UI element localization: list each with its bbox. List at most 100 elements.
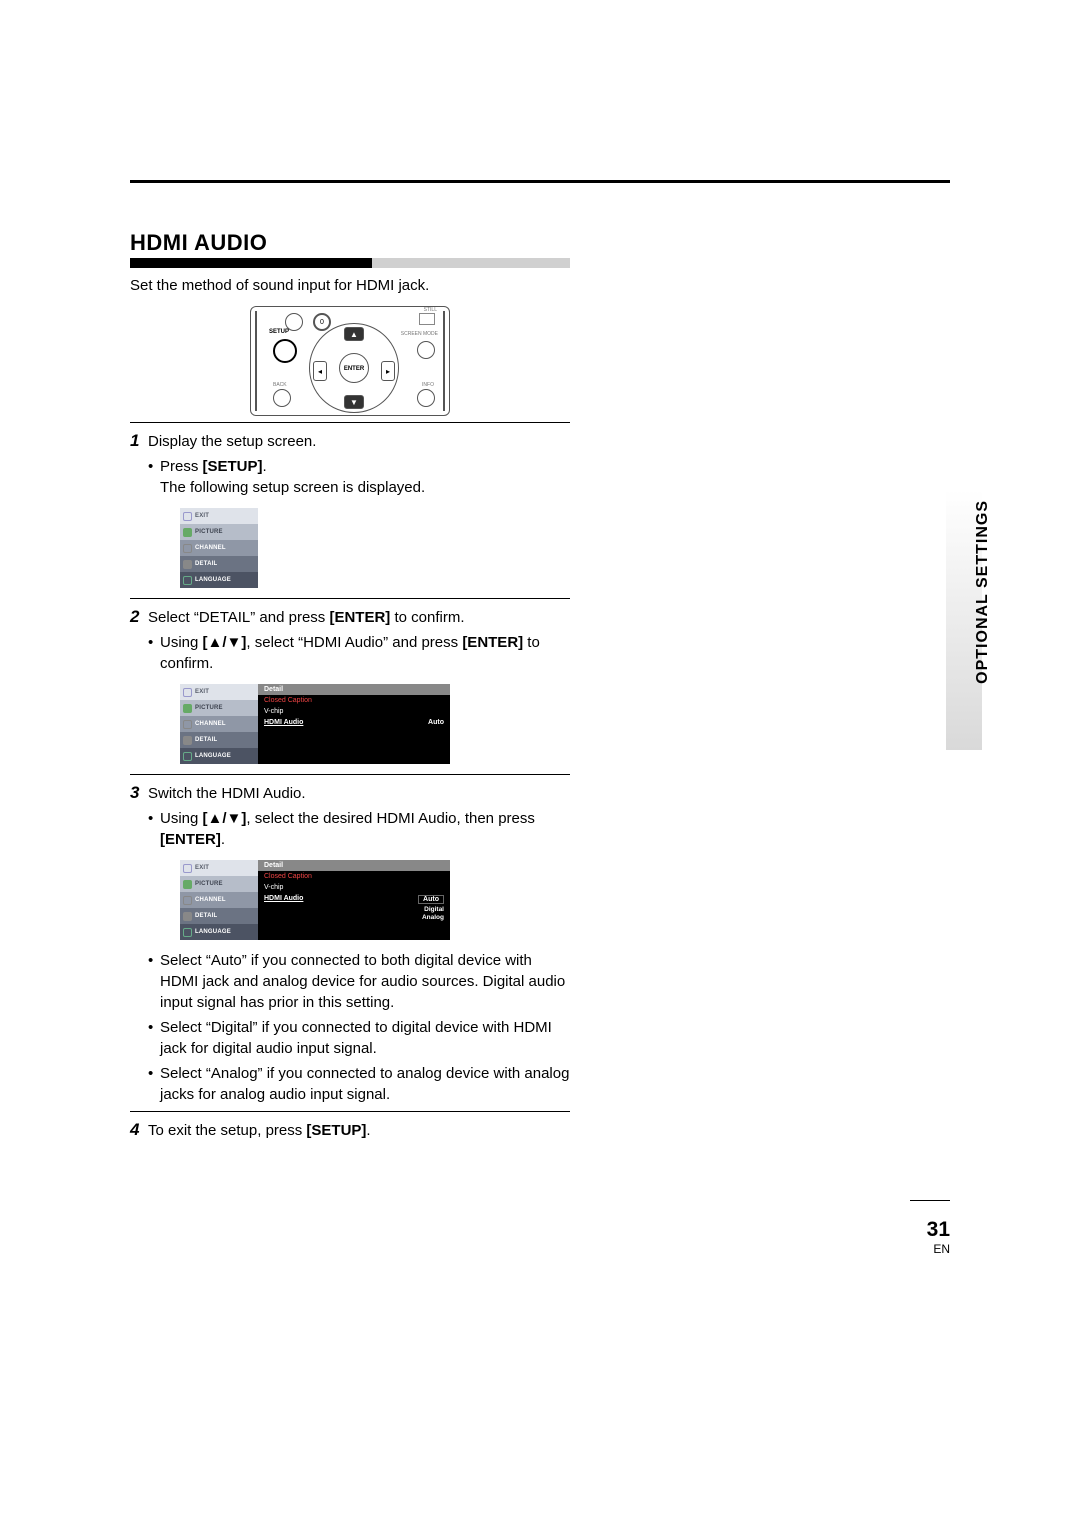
bold-text: [SETUP] [203,458,263,475]
detail-icon [183,912,192,921]
detail-row: V-chip [258,882,450,893]
step-text: Switch the HDMI Audio. [148,783,306,804]
text: Select “Analog” if you connected to anal… [160,1063,570,1105]
remote-button-icon [417,389,435,407]
page-number: 31 [910,1218,950,1242]
text: . [366,1122,370,1139]
bold-text: [ENTER] [160,831,221,848]
text: To exit the setup, press [148,1122,306,1139]
detail-header: Detail [258,684,450,695]
step-2-sub: • Using [▲/▼], select “HDMI Audio” and p… [148,632,570,674]
divider [130,774,570,775]
menu-item: LANGUAGE [180,924,258,940]
picture-icon [183,528,192,537]
exit-icon [183,688,192,697]
tv-icon [419,313,435,325]
menu-label: LANGUAGE [195,753,231,759]
page-number-block: 31 EN [910,1200,950,1256]
detail-row-highlight: HDMI AudioAuto [258,893,450,906]
setup-label: SETUP [269,329,289,335]
menu-label: PICTURE [195,529,223,535]
text: Select “DETAIL” and press [148,609,329,626]
menu-item: CHANNEL [180,540,258,556]
menu-item: CHANNEL [180,892,258,908]
step-number: 1 [130,431,148,452]
picture-icon [183,880,192,889]
menu-label: LANGUAGE [195,577,231,583]
remote-button-icon [417,341,435,359]
menu-item: PICTURE [180,876,258,892]
menu-label: HDMI Audio [264,719,303,726]
menu-label: CHANNEL [195,545,226,551]
bold-text: [ENTER] [462,634,523,651]
right-arrow-icon: ▸ [381,361,395,381]
menu-screenshot-1: EXIT PICTURE CHANNEL DETAIL LANGUAGE [180,508,258,588]
step-3-bullet-1: • Select “Auto” if you connected to both… [148,950,570,1013]
text: Press [160,458,203,475]
text: Select “Digital” if you connected to dig… [160,1017,570,1059]
menu-label: HDMI Audio [264,895,303,904]
option-item: Digital [424,906,444,913]
back-label: BACK [273,382,287,388]
menu-item: CHANNEL [180,716,258,732]
text: Using [160,634,203,651]
remote-button-icon [273,389,291,407]
menu-label: DETAIL [195,913,217,919]
detail-row: V-chip [258,706,450,717]
text: Select “Auto” if you connected to both d… [160,950,570,1013]
channel-icon [183,896,192,905]
remote-diagram: 0 STILL SETUP SCREEN MODE BACK INFO ENTE… [250,306,570,416]
divider [130,422,570,423]
menu-label: DETAIL [195,737,217,743]
step-1: 1 Display the setup screen. [130,431,570,452]
step-number: 4 [130,1120,148,1141]
menu-label: DETAIL [195,561,217,567]
side-section-label: OPTIONAL SETTINGS [974,500,992,684]
language-icon [183,752,192,761]
text: The following setup screen is displayed. [160,479,425,496]
menu-item: EXIT [180,860,258,876]
divider [130,1111,570,1112]
channel-icon [183,544,192,553]
section-title: HDMI AUDIO [130,230,570,258]
detail-icon [183,736,192,745]
step-number: 2 [130,607,148,628]
text: . [221,831,225,848]
menu-label: PICTURE [195,881,223,887]
menu-item-selected: DETAIL [180,908,258,924]
text: , select the desired HDMI Audio, then pr… [246,810,534,827]
detail-row-highlight: HDMI AudioAuto [258,717,450,728]
menu-screenshot-3: EXIT PICTURE CHANNEL DETAIL LANGUAGE Det… [180,860,450,940]
dpad-icon: ENTER ▲ ▼ ◂ ▸ [309,323,399,413]
page-lang: EN [910,1242,950,1256]
option-item: Analog [422,914,444,921]
text: to confirm. [390,609,464,626]
menu-item: EXIT [180,508,258,524]
info-label: INFO [422,382,434,388]
step-3: 3 Switch the HDMI Audio. [130,783,570,804]
bold-text: [▲/▼] [203,634,247,651]
divider [130,598,570,599]
up-arrow-icon: ▲ [344,327,364,341]
intro-text: Set the method of sound input for HDMI j… [130,276,570,296]
exit-icon [183,512,192,521]
detail-row: Closed Caption [258,695,450,706]
text: . [263,458,267,475]
bold-text: [▲/▼] [203,810,247,827]
menu-label: PICTURE [195,705,223,711]
step-2: 2 Select “DETAIL” and press [ENTER] to c… [130,607,570,628]
menu-item: EXIT [180,684,258,700]
menu-label: V-chip [264,708,283,715]
language-icon [183,576,192,585]
page-content: HDMI AUDIO Set the method of sound input… [130,180,950,1145]
step-4: 4 To exit the setup, press [SETUP]. [130,1120,570,1141]
menu-label: Closed Caption [264,697,312,704]
screen-mode-label: SCREEN MODE [401,331,438,337]
step-1-sub: • Press [SETUP]. The following setup scr… [148,456,570,498]
step-number: 3 [130,783,148,804]
detail-header: Detail [258,860,450,871]
bold-text: [SETUP] [306,1122,366,1139]
menu-label: CHANNEL [195,897,226,903]
text: Using [160,810,203,827]
text: , select “HDMI Audio” and press [246,634,462,651]
